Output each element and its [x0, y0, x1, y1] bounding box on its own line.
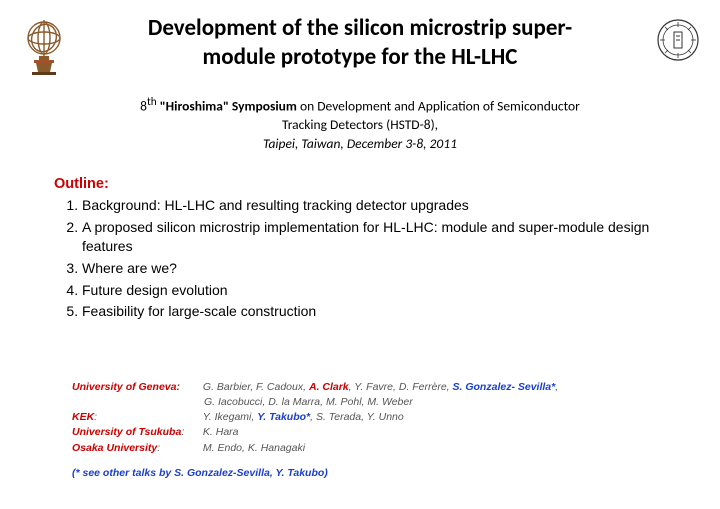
authors: , S. Terada, Y. Unno: [310, 411, 404, 423]
inst-text: KEK: [72, 411, 94, 423]
institution: KEK:: [72, 410, 200, 425]
authors: , Y. Favre, D. Ferrère,: [349, 381, 453, 393]
sup-th: th: [147, 95, 157, 109]
outline-heading: Outline:: [54, 176, 666, 192]
symposium-name: "Hiroshima" Symposium: [157, 98, 297, 115]
institution: Osaka University:: [72, 441, 200, 456]
authors: M. Endo, K. Hanagaki: [203, 442, 305, 454]
authors: G. Barbier, F. Cadoux,: [203, 381, 309, 393]
outline-item: Background: HL-LHC and resulting trackin…: [82, 196, 666, 216]
authors: Y. Ikegami,: [203, 411, 257, 423]
presenter: A. Clark: [309, 381, 349, 393]
header: Development of the silicon microstrip su…: [0, 0, 720, 81]
conference-info: 8th "Hiroshima" Symposium on Development…: [0, 95, 720, 154]
title-line-2: module prototype for the HL-LHC: [84, 43, 636, 72]
linked-speaker: S. Gonzalez- Sevilla*: [453, 381, 556, 393]
outline-list: Background: HL-LHC and resulting trackin…: [54, 196, 666, 322]
inst-text: University of Tsukuba: [72, 426, 181, 438]
authors: K. Hara: [203, 426, 239, 438]
authors: ,: [555, 381, 558, 393]
inst-colon: :: [181, 426, 184, 438]
linked-speaker: Y. Takubo*: [257, 411, 310, 423]
outline-item: Feasibility for large-scale construction: [82, 302, 666, 322]
institution: University of Geneva:: [72, 380, 200, 395]
institution: University of Tsukuba:: [72, 425, 200, 440]
credit-row: KEK: Y. Ikegami, Y. Takubo*, S. Terada, …: [72, 410, 680, 425]
outline-item: Where are we?: [82, 259, 666, 279]
conference-line-1: 8th "Hiroshima" Symposium on Development…: [0, 95, 720, 116]
authors-cont: G. Iacobucci, D. la Marra, M. Pohl, M. W…: [72, 395, 680, 410]
inst-colon: :: [94, 411, 97, 423]
author-credits: University of Geneva: G. Barbier, F. Cad…: [72, 380, 680, 481]
inst-colon: :: [157, 442, 160, 454]
footnote: (* see other talks by S. Gonzalez-Sevill…: [72, 466, 680, 481]
inst-text: Osaka University: [72, 442, 157, 454]
credit-row: Osaka University: M. Endo, K. Hanagaki: [72, 441, 680, 456]
conference-line-3: Taipei, Taiwan, December 3-8, 2011: [0, 135, 720, 154]
conference-line-2: Tracking Detectors (HSTD-8),: [0, 116, 720, 135]
sup-prefix: 8: [140, 98, 147, 115]
logo-left: [20, 12, 80, 81]
credit-row: University of Tsukuba: K. Hara: [72, 425, 680, 440]
outline-item: A proposed silicon microstrip implementa…: [82, 218, 666, 257]
content-area: Outline: Background: HL-LHC and resultin…: [0, 154, 720, 322]
credit-row: University of Geneva: G. Barbier, F. Cad…: [72, 380, 680, 395]
outline-item: Future design evolution: [82, 281, 666, 301]
logo-right: [640, 12, 700, 67]
armillary-sphere-icon: [20, 18, 68, 76]
slide-title: Development of the silicon microstrip su…: [80, 12, 640, 74]
university-seal-icon: [656, 18, 700, 62]
title-line-1: Development of the silicon microstrip su…: [84, 14, 636, 43]
conf-rest: on Development and Application of Semico…: [297, 98, 580, 115]
